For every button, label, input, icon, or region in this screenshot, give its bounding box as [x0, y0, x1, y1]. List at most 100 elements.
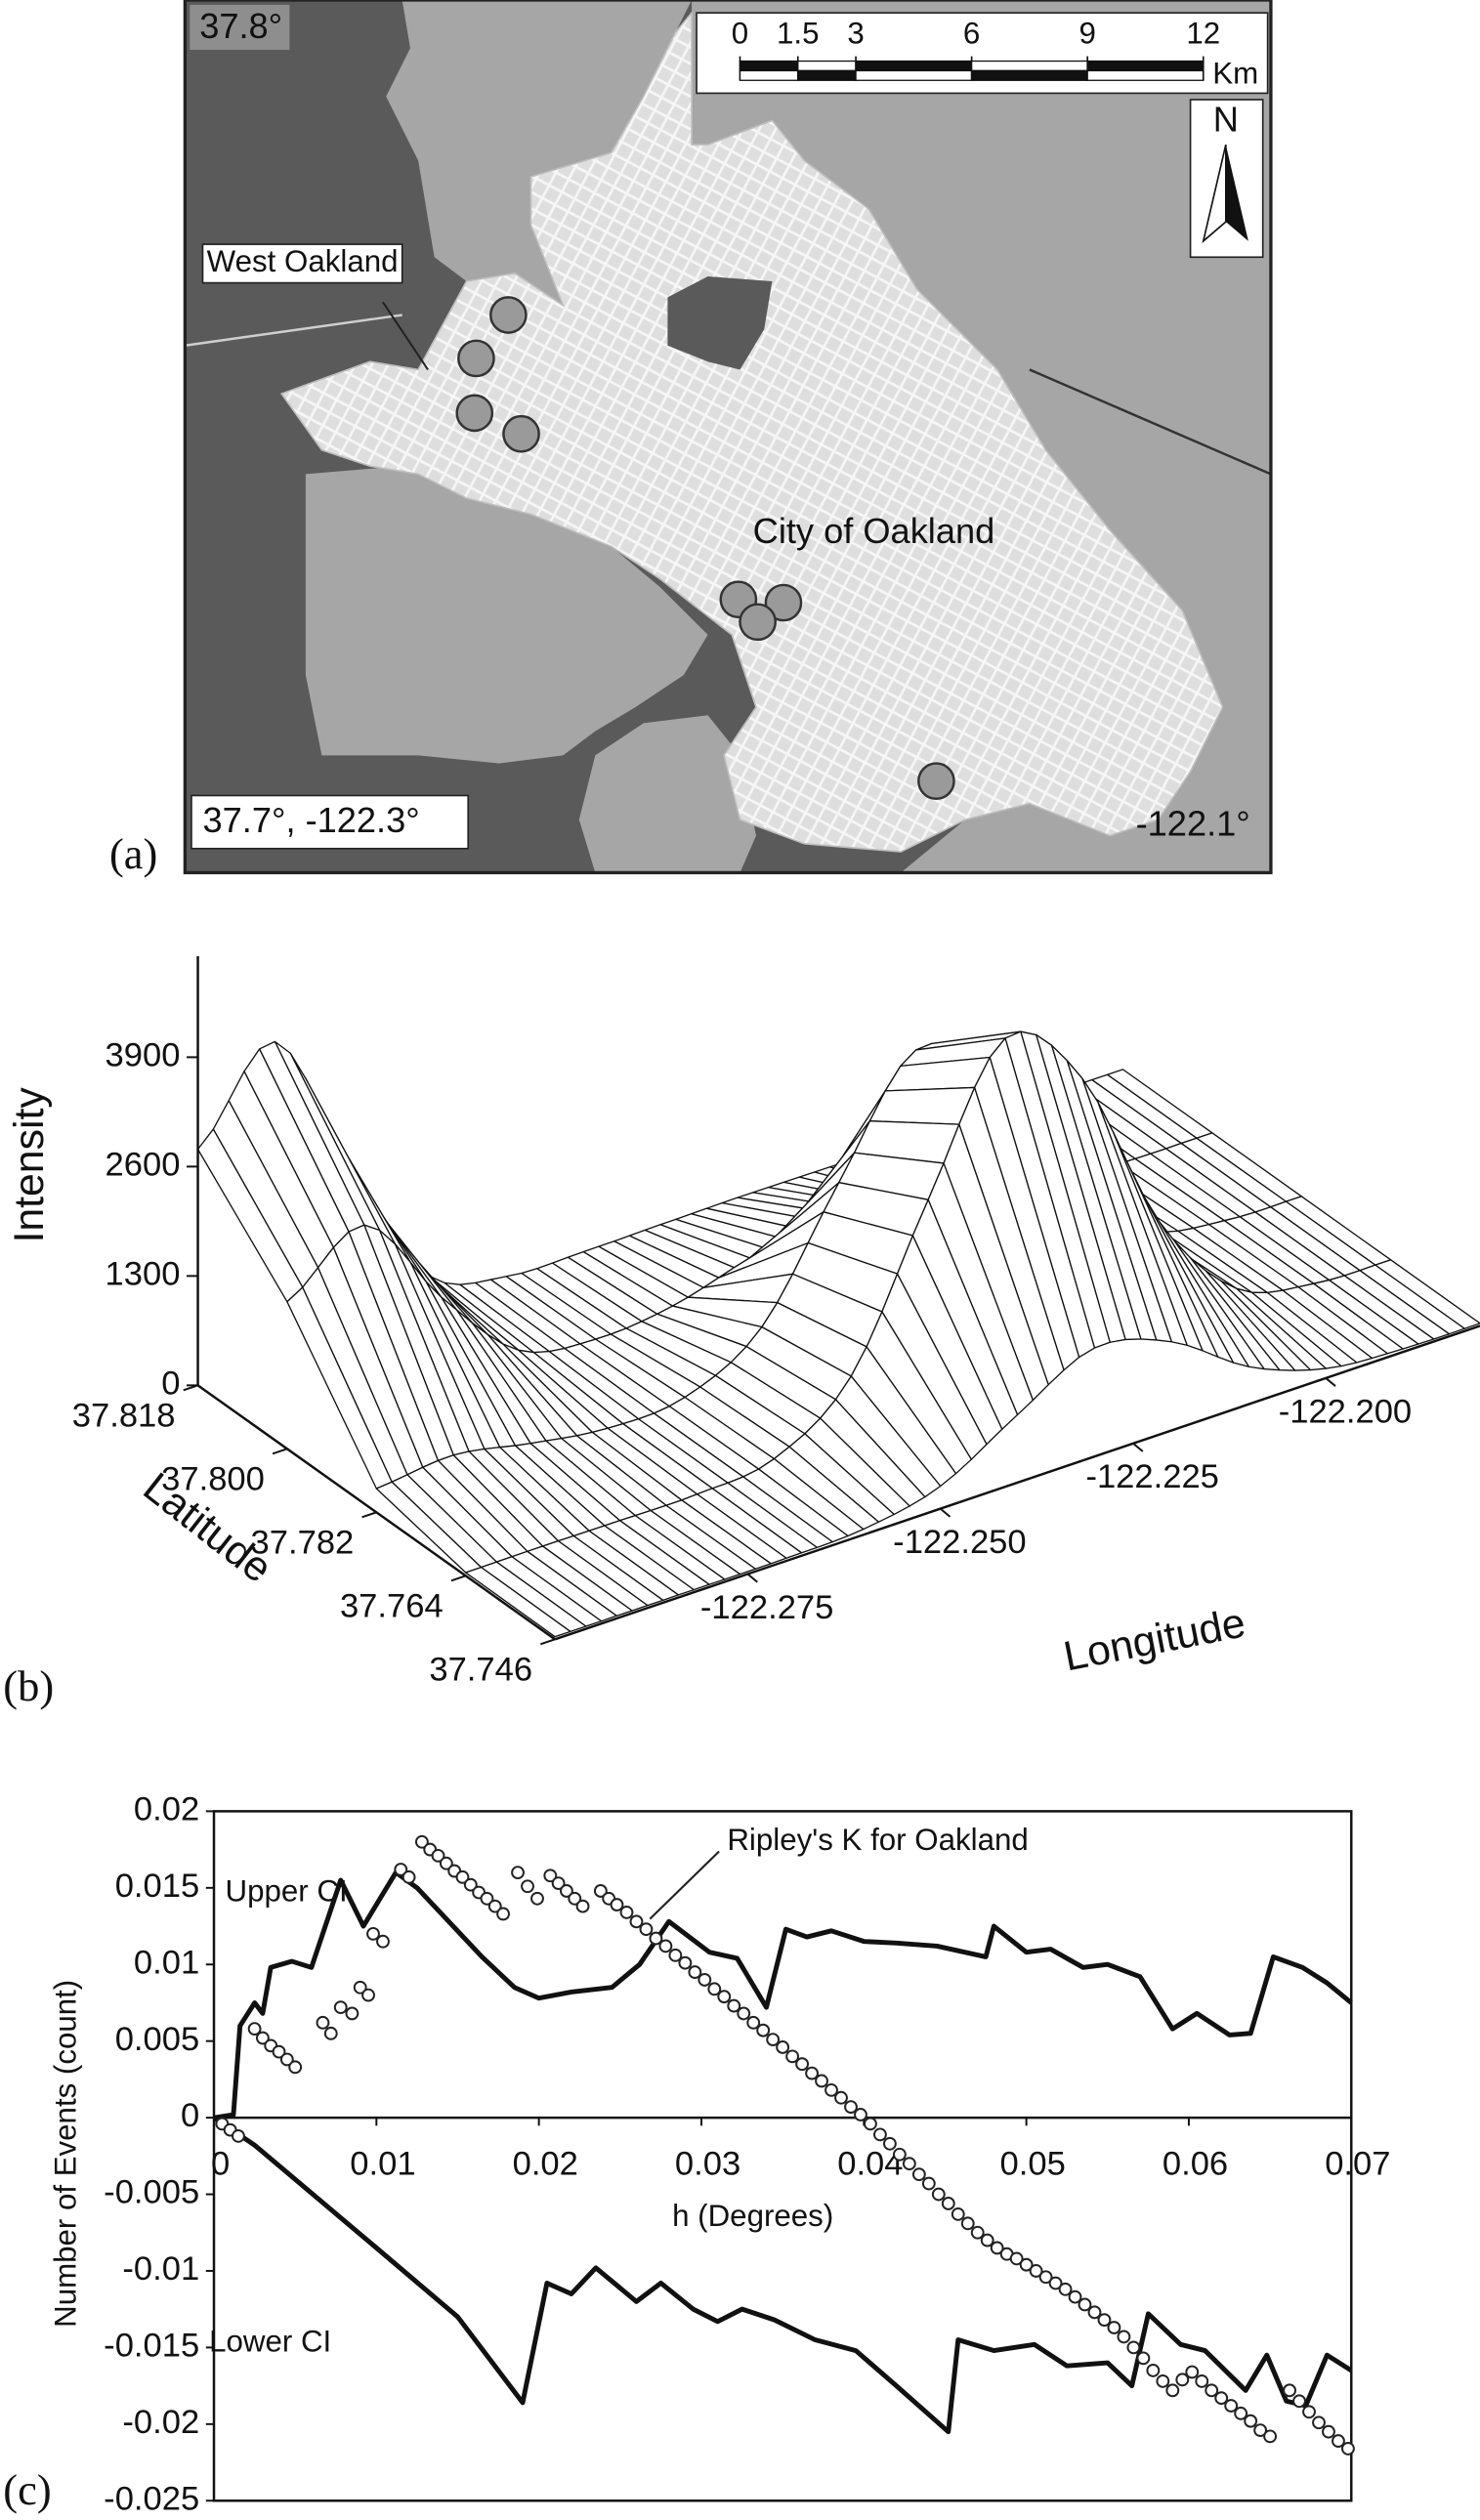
surface-chart: 0 1300 2600 3900 37.818 37.800 37.782 37.764 37.… — [72, 956, 1480, 1688]
ripley-point — [902, 2157, 916, 2171]
y-tick-label: -0.01 — [122, 2250, 199, 2288]
x-tick-label: 0.04 — [837, 2146, 903, 2183]
ripley-point — [1244, 2414, 1258, 2428]
alameda — [305, 466, 708, 764]
y-tick-label: 37.818 — [72, 1397, 176, 1434]
ripley-point — [911, 2167, 926, 2182]
ripley-point — [610, 1898, 624, 1911]
ripley-point — [766, 2033, 781, 2047]
ripley-point — [795, 2057, 810, 2072]
corner-label-box — [190, 4, 290, 51]
ripley-point — [1029, 2264, 1043, 2278]
ripley-point — [1019, 2257, 1034, 2272]
ripley-point — [805, 2066, 819, 2080]
map: 37.8° West Oakland City of Oakland 37.7°… — [185, 0, 1271, 873]
scale-segment — [739, 60, 799, 72]
y-tick — [450, 1575, 467, 1582]
ripley-point — [854, 2108, 867, 2121]
z-axis-title: Intensity — [6, 1087, 53, 1243]
ripley-point — [1058, 2282, 1073, 2296]
x-tick-label: 0.07 — [1325, 2146, 1390, 2183]
ripley-point — [560, 1884, 573, 1898]
series-line — [213, 1869, 1353, 2121]
ripley-point — [931, 2187, 946, 2202]
ripley-point — [543, 1869, 558, 1883]
ripley-point — [668, 1948, 683, 1962]
ripley-point — [431, 1848, 445, 1863]
scale-tick-label: 6 — [963, 16, 980, 50]
x-tick-label: -122.250 — [893, 1524, 1026, 1561]
ripley-point — [980, 2233, 994, 2247]
ripley-point — [658, 1939, 673, 1953]
leader-line — [382, 301, 429, 370]
ripley-point — [941, 2197, 955, 2210]
ripley-point — [496, 1907, 510, 1921]
ripley-point — [960, 2216, 975, 2231]
ripley-point — [353, 1980, 367, 1995]
place-label: City of Oakland — [753, 511, 995, 551]
scale-segment — [1086, 60, 1205, 72]
surface-patch — [868, 1086, 976, 1125]
ripley-point — [785, 2049, 800, 2064]
ripley-point — [1068, 2289, 1082, 2304]
scale-tick-label: 0 — [732, 16, 748, 50]
y-tick-label: 0.005 — [115, 2021, 199, 2058]
ripley-point — [345, 2006, 359, 2021]
x-tick-label: 0.03 — [675, 2146, 740, 2183]
ripley-point — [1165, 2383, 1180, 2398]
x-tick-label: -122.200 — [1279, 1393, 1412, 1430]
ripley-point — [511, 1866, 525, 1880]
y-tick — [272, 1448, 288, 1455]
ripley-point — [1048, 2276, 1063, 2290]
ripley-point — [439, 1856, 453, 1870]
ripley-point — [1156, 2373, 1170, 2388]
ripley-point — [1078, 2297, 1092, 2312]
panel-label: (c) — [3, 2465, 51, 2514]
ripley-point — [970, 2225, 985, 2240]
event-point — [917, 762, 955, 801]
ripley-point — [1117, 2330, 1131, 2344]
x-tick-label: -122.275 — [700, 1589, 833, 1626]
y-tick — [539, 1638, 556, 1646]
ripley-point — [678, 1955, 693, 1970]
ripley-point — [1224, 2399, 1239, 2413]
lake — [667, 276, 773, 370]
ripley-point — [333, 2000, 348, 2015]
ripley-point — [1253, 2423, 1268, 2438]
scale-segment — [970, 60, 1088, 72]
ripley-point — [834, 2090, 848, 2105]
z-tick-label: 3900 — [106, 1037, 181, 1074]
ripley-point — [463, 1877, 478, 1892]
scale-segment — [1086, 69, 1205, 81]
north-arrow — [1225, 145, 1248, 241]
ripley-point — [361, 1988, 375, 2002]
ripley-point — [288, 2060, 303, 2075]
event-point — [455, 394, 494, 433]
y-tick-label: 0.01 — [134, 1944, 199, 1981]
corner-label: 37.8° — [199, 6, 282, 46]
z-tick-label: 2600 — [106, 1147, 181, 1184]
x-tick-label: 0 — [211, 2146, 230, 2183]
x-tick-label: 0.02 — [513, 2146, 578, 2183]
corner-label: -122.1° — [1136, 803, 1250, 843]
ripley-point — [756, 2023, 771, 2037]
place-label-box — [201, 243, 403, 284]
x-tick-label: -122.225 — [1085, 1458, 1218, 1495]
ripley-point — [402, 1869, 416, 1884]
land-east — [692, 0, 1271, 873]
ripley-point — [1234, 2406, 1248, 2420]
ripley-point — [1312, 2415, 1326, 2430]
corner-label-box — [190, 794, 470, 850]
event-point — [489, 296, 528, 334]
series-label: Lower CI — [209, 2324, 331, 2358]
leader-line — [649, 1850, 720, 1920]
ripley-point — [746, 2015, 761, 2030]
ripley-point — [487, 1899, 502, 1913]
oakland — [279, 10, 1224, 853]
scale-tick-label: 1.5 — [777, 16, 819, 50]
ripley-point — [864, 2117, 877, 2131]
ripley-point — [1126, 2340, 1141, 2355]
ripley-point — [629, 1914, 644, 1929]
ripley-point — [737, 2006, 751, 2021]
